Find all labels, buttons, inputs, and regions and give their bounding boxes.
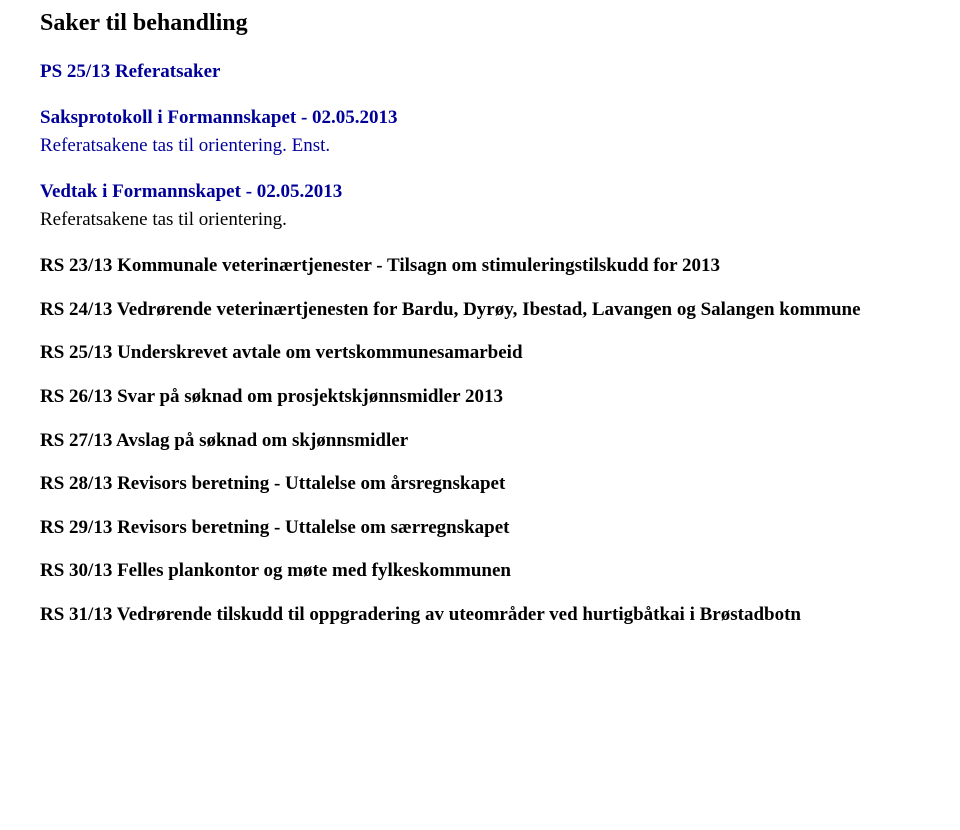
rs-item: RS 28/13 Revisors beretning - Uttalelse … [40, 471, 920, 497]
rs-item: RS 31/13 Vedrørende tilskudd til oppgrad… [40, 602, 920, 628]
document-page: Saker til behandling PS 25/13 Referatsak… [0, 0, 960, 686]
rs-item: RS 23/13 Kommunale veterinærtjenester - … [40, 253, 920, 279]
referat-text-2: Referatsakene tas til orientering. [40, 209, 920, 231]
page-title: Saker til behandling [40, 10, 920, 37]
rs-item: RS 26/13 Svar på søknad om prosjektskjøn… [40, 384, 920, 410]
saksprotokoll-heading: Saksprotokoll i Formannskapet - 02.05.20… [40, 107, 920, 129]
rs-item: RS 27/13 Avslag på søknad om skjønnsmidl… [40, 428, 920, 454]
rs-item: RS 30/13 Felles plankontor og møte med f… [40, 558, 920, 584]
ps-referatsaker-line: PS 25/13 Referatsaker [40, 61, 920, 83]
referat-text-1: Referatsakene tas til orientering. Enst. [40, 135, 920, 157]
rs-item: RS 24/13 Vedrørende veterinærtjenesten f… [40, 297, 920, 323]
rs-item: RS 25/13 Underskrevet avtale om vertskom… [40, 340, 920, 366]
vedtak-heading: Vedtak i Formannskapet - 02.05.2013 [40, 181, 920, 203]
rs-item: RS 29/13 Revisors beretning - Uttalelse … [40, 515, 920, 541]
